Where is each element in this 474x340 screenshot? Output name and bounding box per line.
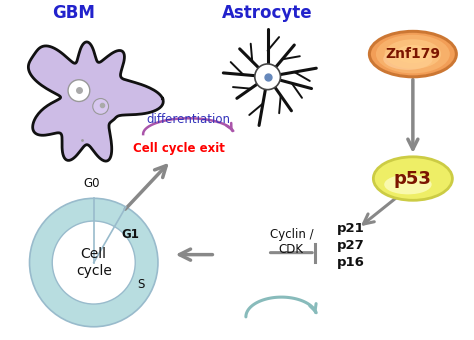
Ellipse shape xyxy=(369,31,456,77)
Text: Astrocyte: Astrocyte xyxy=(222,3,313,21)
Text: p21
p27
p16: p21 p27 p16 xyxy=(337,222,365,269)
Text: differentiation: differentiation xyxy=(146,113,230,126)
Circle shape xyxy=(68,80,90,101)
Text: p53: p53 xyxy=(394,170,432,188)
Text: S: S xyxy=(137,278,145,291)
Text: Cell
cycle: Cell cycle xyxy=(76,248,112,278)
Ellipse shape xyxy=(376,35,450,73)
Text: Cyclin /
CDK: Cyclin / CDK xyxy=(270,228,313,256)
Text: Cell cycle exit: Cell cycle exit xyxy=(133,142,225,155)
Polygon shape xyxy=(28,42,163,161)
Text: G0: G0 xyxy=(83,177,100,190)
Circle shape xyxy=(93,99,109,114)
Ellipse shape xyxy=(383,48,433,70)
Polygon shape xyxy=(28,42,163,161)
Ellipse shape xyxy=(370,32,456,76)
Ellipse shape xyxy=(384,175,432,194)
Circle shape xyxy=(255,64,281,90)
Circle shape xyxy=(29,198,158,327)
Ellipse shape xyxy=(374,157,452,200)
Ellipse shape xyxy=(395,45,430,63)
Text: G1: G1 xyxy=(121,228,139,241)
Circle shape xyxy=(52,221,135,304)
Text: Znf179: Znf179 xyxy=(385,47,440,61)
Text: GBM: GBM xyxy=(53,3,95,21)
Ellipse shape xyxy=(384,39,441,69)
